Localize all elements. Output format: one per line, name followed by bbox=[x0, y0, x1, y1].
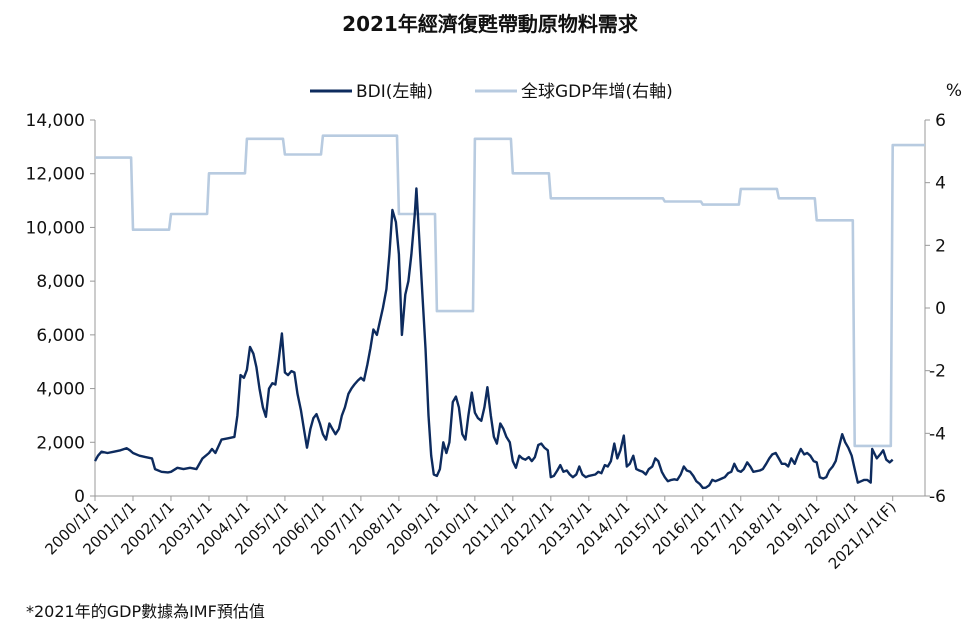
right-axis-unit: % bbox=[946, 81, 962, 101]
chart-footnote: *2021年的GDP數據為IMF預估值 bbox=[26, 602, 265, 621]
right-tick-label: 2 bbox=[935, 236, 946, 256]
legend-label-gdp: 全球GDP年增(右軸) bbox=[521, 82, 673, 102]
left-tick-label: 0 bbox=[74, 487, 85, 507]
right-tick-label: -6 bbox=[929, 487, 946, 507]
right-tick-label: 0 bbox=[935, 299, 946, 319]
left-tick-label: 8,000 bbox=[36, 272, 85, 292]
legend-label-bdi: BDI(左軸) bbox=[356, 82, 433, 102]
left-tick-label: 4,000 bbox=[36, 380, 85, 400]
chart-title: 2021年經濟復甦帶動原物料需求 bbox=[342, 12, 638, 36]
right-tick-label: -4 bbox=[929, 424, 946, 444]
right-tick-label: 6 bbox=[935, 111, 946, 131]
left-tick-label: 10,000 bbox=[26, 218, 85, 238]
left-tick-label: 14,000 bbox=[26, 111, 85, 131]
series-line-bdi bbox=[93, 187, 894, 490]
right-tick-label: -2 bbox=[929, 362, 946, 382]
left-tick-label: 2,000 bbox=[36, 433, 85, 453]
series-line-gdp bbox=[95, 134, 925, 448]
right-tick-label: 4 bbox=[935, 174, 946, 194]
left-tick-label: 12,000 bbox=[26, 165, 85, 185]
left-tick-label: 6,000 bbox=[36, 326, 85, 346]
